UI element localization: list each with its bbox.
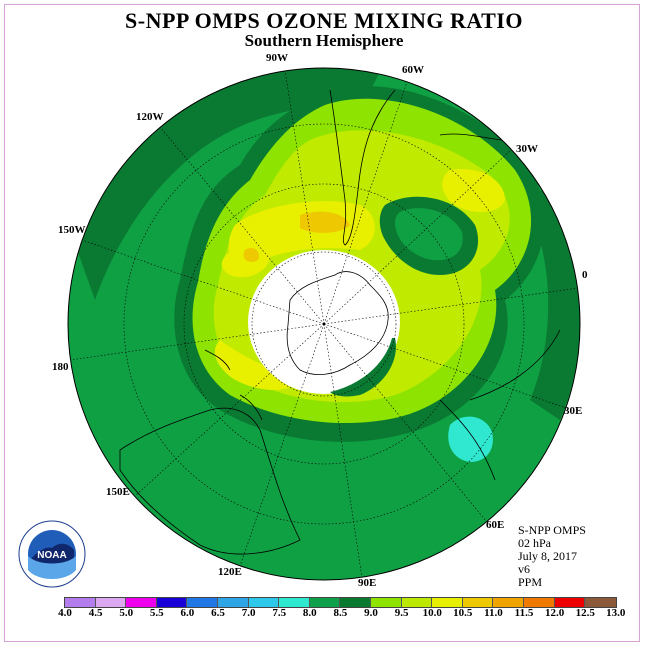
colorbar-tick-label: 6.5 [211,607,225,619]
contour-8-5-inner-edge [330,338,396,397]
australia-coast [119,407,301,555]
colorbar-tick-label: 8.5 [333,607,348,619]
colorbar-tick-label: 9.5 [394,607,409,619]
colorbar-tick-label: 12.5 [575,607,595,619]
colorbar-tick-label: 12.0 [544,607,565,619]
contour-10-0-east [442,169,505,212]
colorbar-tick-label: 8.0 [302,607,317,619]
colorbar-tick-label: 6.0 [180,607,195,619]
colorbar-tick-label: 4.0 [58,607,72,619]
lon-label-30w: 30W [516,143,538,155]
map-border [67,67,581,581]
colorbar-tick-label: 7.5 [272,607,287,619]
lon-label-60e: 60E [486,519,504,531]
colorbar-tick-label: 7.0 [241,607,256,619]
units-label: PPM [518,575,543,589]
colorbar-cell [370,598,402,607]
colorbar-cell [187,598,218,607]
colorbar-ticks: 4.0 4.5 5.0 5.5 6.0 6.5 7.0 7.5 8.0 8.5 9.0 9.5 10.0… [54,607,625,623]
lon-label-150e: 150E [106,486,130,498]
lon-label-30e: 30E [564,405,582,417]
instrument-label: S-NPP OMPS [518,523,586,537]
colorbar-tick-label: 5.5 [149,607,164,619]
lon-label-150w: 150W [58,224,86,236]
version-label: v6 [518,562,530,576]
colorbar-cell [309,598,341,607]
lon-label-120e: 120E [218,566,242,578]
colorbar-cell [126,598,157,607]
lon-label-120w: 120W [136,111,164,123]
south-pole-marker [322,322,326,326]
colorbar-cell [523,598,555,607]
colorbar-cell [248,598,280,607]
colorbar-cell [217,598,249,607]
lon-label-180: 180 [52,361,69,373]
colorbar-cell [340,598,371,607]
colorbar-tick-label: 11.5 [514,607,534,619]
lon-label-60w: 60W [402,64,424,76]
graticule [68,68,580,580]
colorbar-cell [554,598,586,607]
lon-label-0: 0 [582,269,588,281]
colorbar-cell [65,598,96,607]
contour-10-5-b [243,248,259,262]
product-info: S-NPP OMPS 02 hPa July 8, 2017 v6 PPM [518,524,586,589]
colorbar-tick-label: 13.0 [606,607,626,619]
noaa-logo-text: NOAA [37,550,66,561]
colorbar-tick-label: 11.0 [484,607,503,619]
colorbar-cell [432,598,463,607]
map-subtitle: Southern Hemisphere [244,31,404,50]
contour-8-0-eddy-core [395,208,463,261]
colorbar-tick-label: 10.5 [453,607,473,619]
colorbar [64,597,617,608]
colorbar-tick-label: 9.0 [364,607,378,619]
date-label: July 8, 2017 [518,549,578,563]
lon-label-90w: 90W [266,52,288,64]
figure-frame [4,4,640,642]
newzealand-coast [204,349,263,421]
noaa-logo: NOAA [18,520,86,588]
colorbar-tick-label: 5.0 [119,607,134,619]
colorbar-cell [585,598,616,607]
map-title: S-NPP OMPS OZONE MIXING RATIO [125,8,523,33]
colorbar-cell [156,598,188,607]
colorbar-cell [95,598,127,607]
longitude-labels: 90W 60W 30W 0 30E 60E 90E 120E 150E 180 … [52,52,588,589]
coastlines [119,89,561,555]
antarctica-coast [286,271,389,375]
colorbar-cell [401,598,433,607]
contour-10-5-a [300,211,350,233]
colorbar-tick-label: 10.0 [422,607,442,619]
colorbar-cell [279,598,310,607]
colorbar-cell [462,598,494,607]
south-america-coast [329,89,396,246]
colorbar-cell [493,598,524,607]
lon-label-90e: 90E [358,577,376,589]
colorbar-tick-label: 4.5 [88,607,103,619]
pressure-level: 02 hPa [518,536,551,550]
